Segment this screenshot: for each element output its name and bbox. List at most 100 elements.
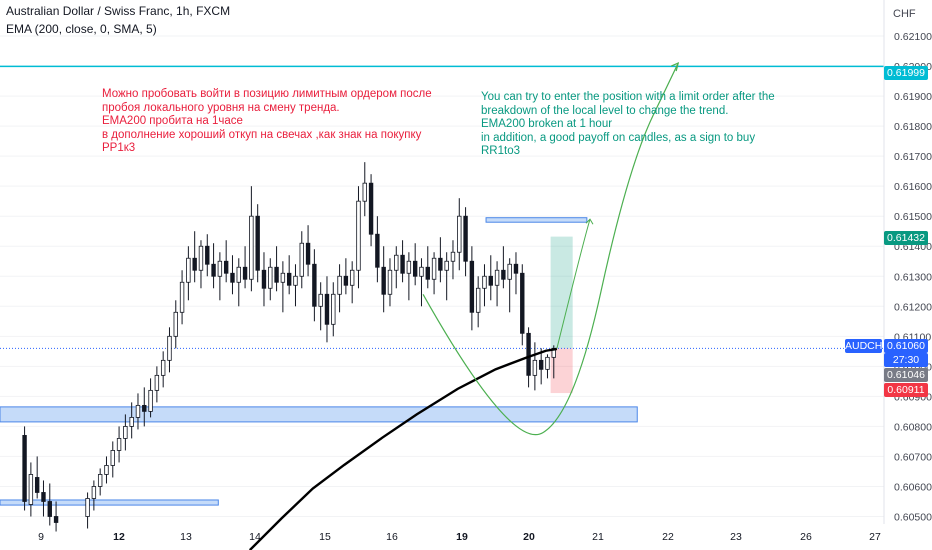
candle-body (507, 263, 512, 280)
candle-body (475, 287, 481, 313)
candle-body (223, 260, 229, 274)
time-tick-label: 13 (180, 531, 192, 543)
candle-body (135, 404, 141, 418)
candle-body (545, 356, 550, 370)
candle-body (425, 266, 430, 280)
candle-body (400, 254, 405, 274)
candle-body (331, 293, 336, 325)
time-tick-label: 14 (249, 531, 261, 543)
stop-price-tag: 0.60911 (884, 383, 928, 397)
candle-body (343, 275, 349, 286)
stop-zone[interactable] (550, 348, 573, 394)
last-price-tag: 0.61060 (884, 339, 928, 353)
candle-body (520, 272, 525, 334)
candle-body (337, 275, 342, 295)
time-tick-label: 27 (869, 531, 881, 543)
candle-body (305, 242, 311, 265)
price-axis[interactable]: 0.621000.620000.619000.618000.617000.616… (883, 0, 932, 524)
price-tick-label: 0.61200 (894, 301, 932, 313)
candle-body (179, 281, 185, 313)
price-tick-label: 0.62100 (894, 31, 932, 43)
candle-body (142, 404, 147, 412)
candle-body (286, 272, 292, 286)
target-price-tag: 0.61432 (884, 231, 928, 245)
candle-body (160, 359, 166, 376)
candle-body (205, 245, 210, 265)
candle-body (381, 266, 386, 295)
candle-body (123, 426, 128, 439)
candle-body (318, 293, 323, 307)
symbol-price-tag: AUDCHF (845, 339, 889, 353)
candle-body (532, 359, 538, 376)
ema-price-tag: 0.61046 (884, 368, 928, 382)
long-position-tool[interactable] (550, 236, 573, 394)
candle-body (249, 215, 254, 280)
candle-body (217, 260, 223, 277)
candle-body (211, 263, 216, 277)
candle-body (192, 257, 197, 271)
horizontal-level-line[interactable] (0, 65, 884, 349)
candle-body (173, 311, 178, 337)
candle-body (412, 260, 418, 277)
candle-body (526, 332, 531, 376)
entry-arrow[interactable] (556, 219, 591, 349)
price-tick-label: 0.61300 (894, 271, 932, 283)
candle-body (242, 266, 248, 280)
ema-200-line (248, 347, 558, 550)
symbol-title[interactable]: Australian Dollar / Swiss Franc, 1h, FXC… (6, 4, 231, 18)
candle-body (501, 269, 506, 280)
support-zone-rect[interactable] (0, 499, 219, 506)
time-tick-label: 23 (730, 531, 742, 543)
price-tick-label: 0.61700 (894, 151, 932, 163)
english-note[interactable]: You can try to enter the position with a… (481, 91, 775, 157)
candle-body (463, 215, 468, 262)
candle-body (268, 266, 273, 289)
candle-body (22, 435, 27, 502)
russian-note[interactable]: Можно пробовать войти в позицию лимитным… (102, 88, 432, 154)
candle-body (91, 486, 97, 499)
time-tick-label: 21 (592, 531, 604, 543)
candle-body (293, 275, 298, 286)
projection-arrowhead (670, 62, 680, 72)
indicator-legend[interactable]: EMA (200, close, 0, SMA, 5) (6, 22, 157, 36)
price-tick-label: 0.60500 (894, 511, 932, 523)
candle-body (494, 269, 500, 286)
profit-zone[interactable] (550, 236, 573, 349)
candle-body (368, 182, 374, 235)
time-tick-label: 15 (319, 531, 331, 543)
candle-body (431, 257, 437, 280)
bar-countdown: 27:30 (884, 353, 928, 367)
candle-body (198, 245, 204, 271)
time-tick-label: 16 (386, 531, 398, 543)
candle-body (444, 260, 449, 271)
candle-body (41, 492, 46, 502)
candle-body (236, 266, 241, 283)
candle-body (387, 269, 393, 295)
candle-body (104, 465, 109, 475)
candle-body (186, 257, 191, 283)
candle-body (154, 374, 160, 391)
candle-body (167, 335, 172, 361)
entry-arrowhead (585, 218, 594, 225)
support-zone-rect[interactable] (485, 217, 588, 223)
support-zones[interactable] (0, 217, 638, 506)
time-tick-label: 22 (662, 531, 674, 543)
candle-body (312, 263, 317, 307)
support-zone-rect[interactable] (0, 406, 638, 423)
time-axis[interactable]: 9 12 13 14 15 16 19 20 21 22 23 26 27 (38, 531, 881, 543)
candle-body (488, 275, 493, 286)
candle-body (148, 389, 153, 412)
grid (0, 35, 884, 517)
candle-body (47, 501, 52, 517)
projection-curve[interactable] (422, 62, 679, 436)
time-tick-label: 9 (38, 531, 44, 543)
candle-body (34, 477, 40, 493)
candle-body (356, 200, 361, 271)
price-tick-label: 0.60800 (894, 421, 932, 433)
candle-body (375, 233, 380, 268)
projection-arrow[interactable] (422, 62, 680, 436)
candle-body (406, 260, 412, 274)
candle-body (274, 266, 279, 283)
candle-body (97, 474, 103, 487)
